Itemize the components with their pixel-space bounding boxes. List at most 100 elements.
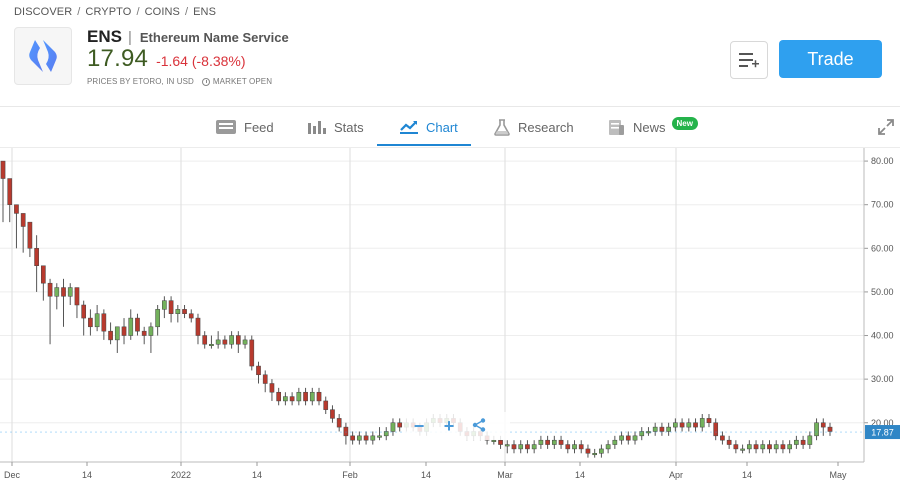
x-tick-label: Dec bbox=[4, 470, 21, 480]
candle-body bbox=[14, 204, 19, 214]
share-button[interactable] bbox=[464, 417, 494, 435]
candle-body bbox=[148, 326, 154, 336]
candle-body bbox=[619, 435, 624, 441]
new-badge: New bbox=[671, 116, 698, 130]
stats-icon bbox=[308, 121, 326, 134]
add-to-watchlist-button[interactable] bbox=[730, 41, 768, 79]
x-tick-label: 14 bbox=[421, 470, 431, 480]
y-tick-label: 80.00 bbox=[871, 156, 894, 166]
x-tick-label: 2022 bbox=[171, 470, 191, 480]
candle-body bbox=[558, 439, 564, 445]
candle-body bbox=[612, 439, 618, 445]
tab-research-label: Research bbox=[518, 119, 574, 135]
candle-body bbox=[309, 391, 315, 402]
candlestick-chart[interactable]: 80.00 70.00 60.00 50.00 40.00 30.00 20.00 Dec 14… bbox=[0, 148, 900, 486]
instrument-title: ENS | Ethereum Name Service bbox=[87, 27, 289, 47]
current-price: 17.94 bbox=[87, 45, 149, 72]
candle-body bbox=[800, 439, 806, 445]
candle-body bbox=[155, 309, 160, 328]
candle-body bbox=[767, 444, 772, 450]
candle-body bbox=[27, 221, 33, 249]
candle-body bbox=[625, 435, 631, 441]
header-divider bbox=[0, 106, 900, 107]
breadcrumb-ens: ENS bbox=[193, 6, 217, 18]
candle-body bbox=[390, 422, 396, 432]
tab-research[interactable]: Research bbox=[494, 107, 574, 147]
trade-button[interactable]: Trade bbox=[779, 40, 882, 78]
candle-body bbox=[746, 444, 752, 450]
candle-body bbox=[256, 365, 261, 376]
candle-body bbox=[262, 374, 268, 384]
candle-body bbox=[316, 391, 322, 402]
candle-body bbox=[659, 426, 665, 432]
candle-body bbox=[706, 418, 712, 423]
candle-body bbox=[780, 444, 786, 450]
breadcrumb-separator: / bbox=[136, 6, 140, 18]
candle-body bbox=[578, 444, 584, 450]
share-icon bbox=[472, 417, 486, 432]
candle-body bbox=[733, 444, 739, 450]
candle-body bbox=[760, 444, 766, 450]
candle-body bbox=[794, 439, 799, 445]
y-tick-label: 60.00 bbox=[871, 243, 894, 253]
candle-body bbox=[162, 300, 167, 310]
candle-body bbox=[54, 287, 60, 297]
candle-body bbox=[168, 300, 174, 314]
x-tick-label: 14 bbox=[575, 470, 585, 480]
candle-body bbox=[397, 422, 403, 428]
active-tab-indicator bbox=[377, 144, 471, 146]
candle-body bbox=[646, 431, 651, 434]
breadcrumb-crypto[interactable]: CRYPTO bbox=[85, 6, 132, 18]
tab-chart[interactable]: Chart bbox=[400, 107, 458, 147]
breadcrumb-coins[interactable]: COINS bbox=[144, 6, 180, 18]
candle-body bbox=[249, 339, 255, 367]
candle-body bbox=[673, 422, 678, 428]
zoom-in-button[interactable]: + bbox=[443, 415, 455, 436]
candle-body bbox=[525, 444, 530, 450]
breadcrumb-discover[interactable]: DISCOVER bbox=[14, 6, 73, 18]
candle-body bbox=[585, 448, 591, 454]
tab-feed[interactable]: Feed bbox=[216, 107, 274, 147]
price-chart[interactable]: 80.00 70.00 60.00 50.00 40.00 30.00 20.00 Dec 14… bbox=[0, 148, 900, 486]
candle-body bbox=[94, 313, 100, 328]
candle-body bbox=[652, 426, 658, 432]
candle-body bbox=[182, 309, 187, 314]
tab-news[interactable]: News New bbox=[608, 107, 698, 147]
zoom-out-button[interactable]: − bbox=[413, 415, 425, 436]
candle-body bbox=[34, 248, 39, 267]
candle-body bbox=[7, 178, 13, 205]
candle-body bbox=[336, 418, 342, 428]
tab-bar: Feed Stats Chart Research New bbox=[0, 107, 900, 147]
candle-body bbox=[195, 317, 201, 336]
candle-body bbox=[787, 444, 792, 450]
candle-body bbox=[740, 448, 745, 451]
candle-body bbox=[242, 339, 248, 345]
candle-body bbox=[343, 426, 349, 437]
tab-stats[interactable]: Stats bbox=[308, 107, 364, 147]
candle-body bbox=[41, 265, 46, 284]
ens-logo bbox=[14, 27, 72, 85]
candle-body bbox=[235, 335, 241, 345]
candle-body bbox=[135, 317, 140, 332]
candle-body bbox=[74, 287, 80, 306]
candle-body bbox=[357, 435, 362, 441]
current-price-marker bbox=[865, 425, 900, 440]
y-tick-label: 50.00 bbox=[871, 287, 894, 297]
list-plus-icon bbox=[739, 53, 759, 68]
y-tick-label: 70.00 bbox=[871, 200, 894, 210]
candle-body bbox=[269, 383, 275, 393]
candle-body bbox=[283, 396, 288, 402]
breadcrumb-separator: / bbox=[184, 6, 189, 18]
candle-body bbox=[108, 330, 113, 341]
x-tick-label: 14 bbox=[742, 470, 752, 480]
candle-body bbox=[350, 435, 355, 441]
candle-body bbox=[323, 400, 329, 410]
fullscreen-button[interactable] bbox=[877, 118, 895, 136]
candle-body bbox=[511, 444, 517, 450]
candle-body bbox=[599, 448, 604, 454]
candle-body bbox=[686, 422, 692, 428]
tabs-divider bbox=[0, 147, 900, 148]
candle-body bbox=[551, 439, 557, 445]
clock-icon bbox=[201, 77, 210, 86]
candle-body bbox=[713, 422, 719, 437]
